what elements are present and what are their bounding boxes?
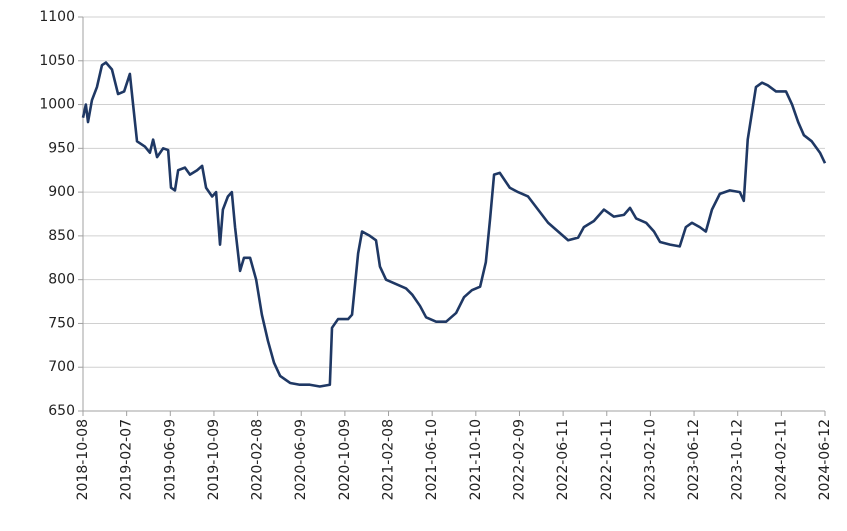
y-tick-label: 1100: [39, 9, 75, 25]
y-tick-label: 650: [48, 403, 75, 419]
x-tick-label: 2020-02-08: [250, 419, 266, 500]
x-tick-label: 2024-06-12: [817, 419, 833, 500]
x-tick-label: 2022-06-11: [555, 419, 571, 500]
x-tick-label: 2023-06-12: [686, 419, 702, 500]
y-tick-label: 750: [48, 315, 75, 331]
x-tick-label: 2022-10-11: [599, 419, 615, 500]
y-tick-label: 700: [48, 359, 75, 375]
x-tick-label: 2019-06-09: [162, 419, 178, 500]
x-tick-label: 2021-10-10: [468, 419, 484, 500]
y-tick-label: 1050: [39, 53, 75, 69]
x-tick-label: 2020-10-09: [337, 419, 353, 500]
y-tick-label: 1000: [39, 97, 75, 113]
y-tick-label: 900: [48, 184, 75, 200]
x-tick-label: 2023-10-12: [730, 419, 746, 500]
x-tick-label: 2021-06-10: [424, 419, 440, 500]
x-tick-label: 2019-02-07: [119, 419, 135, 500]
x-tick-label: 2019-10-09: [206, 419, 222, 500]
x-tick-label: 2022-02-09: [511, 419, 527, 500]
y-tick-label: 950: [48, 140, 75, 156]
x-tick-label: 2024-02-11: [773, 419, 789, 500]
y-tick-label: 800: [48, 272, 75, 288]
x-tick-label: 2021-02-08: [381, 419, 397, 500]
x-tick-label: 2023-02-10: [642, 419, 658, 500]
y-tick-label: 850: [48, 228, 75, 244]
line: [81, 61, 827, 388]
x-tick-label: 2020-06-09: [293, 419, 309, 500]
x-tick-label: 2018-10-08: [75, 419, 91, 500]
